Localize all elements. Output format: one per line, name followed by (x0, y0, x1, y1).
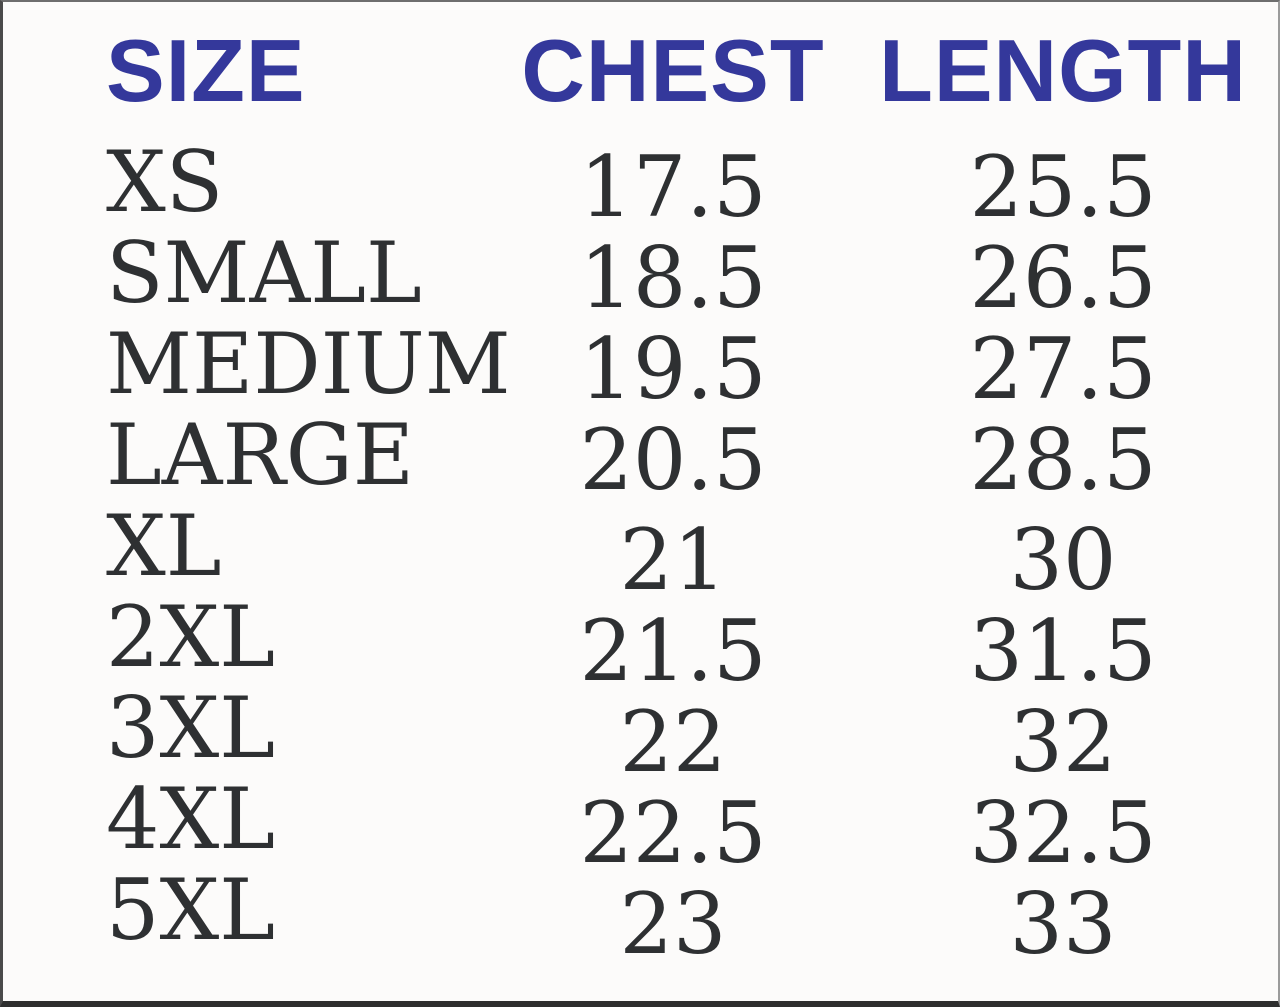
chest-cell: 20.5 (579, 410, 767, 509)
size-cell: 4XL (106, 769, 276, 868)
size-cell: 5XL (106, 860, 276, 959)
length-cell: 26.5 (969, 228, 1157, 327)
length-cell: 33 (1009, 874, 1117, 973)
table-row-small: SMALL 18.5 26.5 (3, 223, 1278, 322)
length-cell: 27.5 (969, 319, 1157, 418)
chest-cell: 22 (619, 692, 727, 791)
size-cell: XL (106, 496, 222, 595)
chest-cell: 21 (619, 510, 727, 609)
table-row-3xl: 3XL 22 32 (3, 678, 1278, 786)
length-cell: 25.5 (969, 137, 1157, 236)
table-row-xl: XL 21 30 (3, 496, 1278, 604)
table-row-4xl: 4XL 22.5 32.5 (3, 769, 1278, 877)
size-cell: XS (106, 132, 224, 231)
size-cell: 2XL (106, 587, 276, 686)
header-chest: CHEST (521, 21, 825, 120)
length-cell: 31.5 (969, 601, 1157, 700)
size-chart-body: XS 17.5 25.5 SMALL 18.5 26.5 MEDIUM 19.5… (3, 132, 1278, 968)
table-row-5xl: 5XL 23 33 (3, 860, 1278, 968)
size-cell: SMALL (106, 223, 422, 322)
table-row-medium: MEDIUM 19.5 27.5 (3, 314, 1278, 413)
table-row-large: LARGE 20.5 28.5 (3, 405, 1278, 504)
chest-cell: 17.5 (579, 137, 767, 236)
size-cell: 3XL (106, 678, 276, 777)
chest-cell: 18.5 (579, 228, 767, 327)
length-cell: 32.5 (969, 783, 1157, 882)
size-cell: LARGE (106, 405, 415, 504)
chest-cell: 22.5 (579, 783, 767, 882)
header-length: LENGTH (879, 21, 1247, 120)
chest-cell: 19.5 (579, 319, 767, 418)
chest-cell: 21.5 (579, 601, 767, 700)
table-row-xs: XS 17.5 25.5 (3, 132, 1278, 231)
length-cell: 28.5 (969, 410, 1157, 509)
chest-cell: 23 (619, 874, 727, 973)
table-row-2xl: 2XL 21.5 31.5 (3, 587, 1278, 695)
header-size: SIZE (106, 21, 306, 120)
size-cell: MEDIUM (106, 314, 511, 413)
size-chart-header-row: SIZE CHEST LENGTH (3, 2, 1278, 130)
length-cell: 32 (1009, 692, 1117, 791)
length-cell: 30 (1009, 510, 1117, 609)
